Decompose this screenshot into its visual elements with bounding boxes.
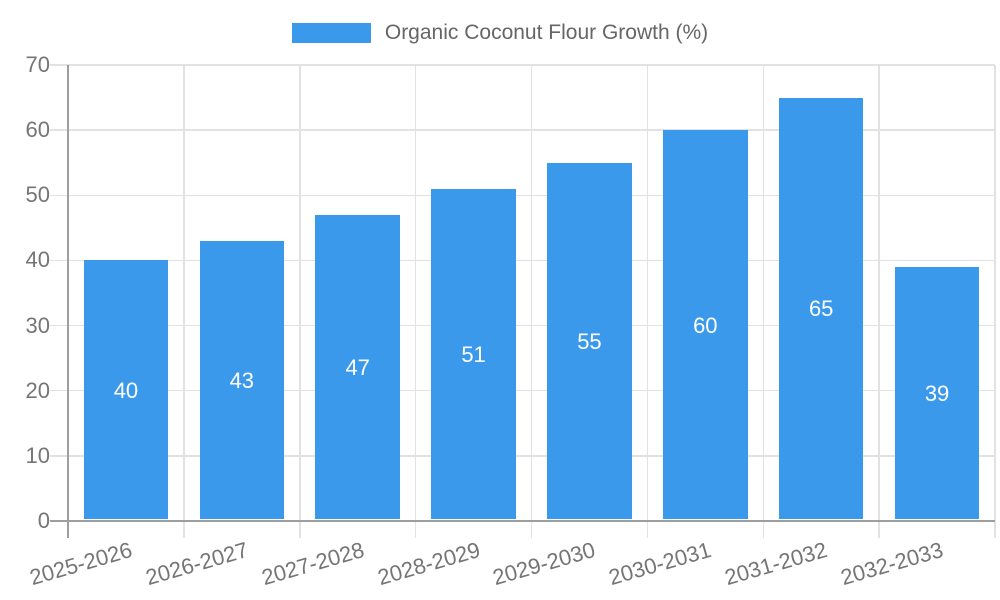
y-axis-tick-label: 30	[25, 312, 50, 338]
y-gridline	[50, 324, 995, 327]
x-gridline	[530, 65, 533, 538]
bar-2025-2026[interactable]	[83, 260, 169, 519]
y-axis-tick-label: 0	[37, 508, 50, 533]
bar-value-label: 65	[808, 296, 834, 322]
bar-value-label: 47	[345, 354, 370, 380]
y-axis-line	[67, 65, 69, 538]
y-axis-tick-label: 40	[25, 247, 50, 273]
bar-2032-2033[interactable]	[894, 266, 980, 519]
y-gridline	[50, 129, 995, 131]
bar-value-label: 40	[113, 377, 139, 403]
y-gridline	[50, 259, 995, 262]
y-axis-tick-label: 60	[25, 117, 50, 143]
x-axis-line	[50, 519, 995, 522]
y-axis-tick-label: 70	[25, 52, 50, 77]
y-gridline	[50, 194, 995, 197]
x-gridline	[183, 65, 185, 538]
y-gridline	[50, 389, 995, 392]
bar-2030-2031[interactable]	[663, 130, 748, 519]
bar-value-label: 51	[461, 341, 486, 367]
bar-value-label: 60	[693, 312, 718, 338]
bar-2029-2030[interactable]	[547, 162, 632, 519]
y-axis-tick-label: 50	[25, 182, 50, 208]
x-gridline	[762, 65, 764, 538]
bar-value-label: 39	[924, 380, 950, 406]
bar-2027-2028[interactable]	[315, 214, 400, 519]
y-axis-tick-label: 10	[25, 442, 50, 468]
x-gridline	[414, 65, 417, 538]
x-gridline	[299, 65, 301, 538]
bar-2028-2029[interactable]	[431, 188, 516, 519]
bar-value-label: 55	[577, 328, 602, 354]
plot-area: 0 10 20 30 40 50 60 70 40 43 47 51 55 60 65 39 2025-2026…	[26, 52, 996, 590]
legend-label: Organic Coconut Flour Growth (%)	[384, 21, 709, 44]
y-axis-tick-label: 20	[25, 377, 50, 403]
x-gridline	[878, 65, 880, 538]
bar-value-label: 43	[229, 367, 255, 393]
chart-legend[interactable]: Organic Coconut Flour Growth (%)	[0, 22, 1000, 44]
legend-swatch	[291, 23, 371, 43]
y-gridline	[50, 64, 995, 66]
y-gridline	[50, 455, 995, 457]
x-gridline	[994, 65, 996, 538]
bar-2026-2027[interactable]	[199, 240, 285, 519]
x-gridline	[646, 65, 649, 538]
bar-2031-2032[interactable]	[778, 97, 864, 519]
